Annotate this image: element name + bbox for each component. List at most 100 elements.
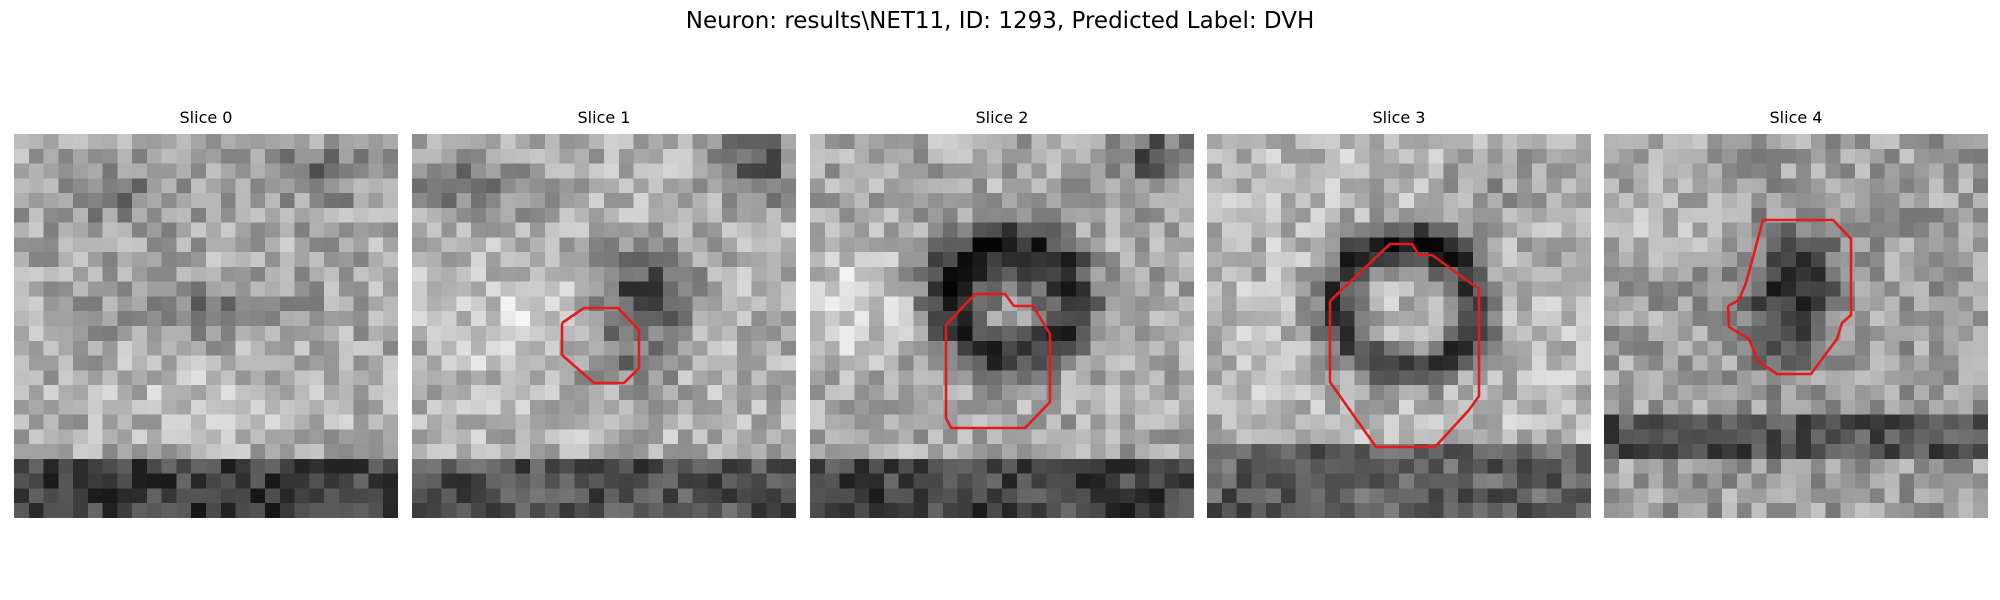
image-pixel <box>235 370 251 386</box>
image-pixel <box>648 355 664 371</box>
image-pixel <box>58 134 74 150</box>
image-pixel <box>1251 148 1267 165</box>
image-pixel <box>766 355 782 371</box>
image-pixel <box>942 488 959 504</box>
image-pixel <box>544 222 561 238</box>
image-pixel <box>1561 134 1577 150</box>
image-pixel <box>1369 163 1385 179</box>
image-pixel <box>736 311 753 327</box>
image-pixel <box>102 414 118 430</box>
image-pixel <box>1677 370 1694 386</box>
image-pixel <box>1517 222 1533 238</box>
image-pixel <box>1855 326 1871 342</box>
image-pixel <box>146 503 163 518</box>
image-pixel <box>1295 399 1311 416</box>
image-pixel <box>1751 281 1768 298</box>
image-pixel <box>220 266 237 283</box>
image-pixel <box>839 473 855 490</box>
image-pixel <box>1973 429 1988 445</box>
image-pixel <box>1928 385 1945 401</box>
image-pixel <box>1075 178 1092 194</box>
image-pixel <box>781 488 796 504</box>
image-pixel <box>161 385 178 401</box>
image-pixel <box>265 237 281 253</box>
image-pixel <box>1399 281 1415 298</box>
image-pixel <box>353 340 370 357</box>
image-pixel <box>766 326 782 342</box>
image-pixel <box>1458 414 1474 430</box>
image-pixel <box>441 252 457 268</box>
image-pixel <box>898 503 914 518</box>
image-pixel <box>1973 178 1988 194</box>
image-pixel <box>1179 429 1194 445</box>
image-pixel <box>883 281 900 298</box>
image-pixel <box>1958 193 1974 209</box>
image-pixel <box>1531 178 1548 194</box>
image-pixel <box>1576 340 1591 357</box>
image-pixel <box>338 473 355 490</box>
image-pixel <box>1751 399 1768 416</box>
image-pixel <box>1295 340 1311 357</box>
image-pixel <box>648 222 664 238</box>
image-pixel <box>1134 488 1151 504</box>
image-pixel <box>1207 222 1223 238</box>
image-pixel <box>176 163 192 179</box>
image-pixel <box>1899 444 1915 460</box>
image-pixel <box>1016 134 1033 150</box>
image-pixel <box>707 311 723 327</box>
image-pixel <box>426 266 443 283</box>
image-pixel <box>1325 311 1341 327</box>
image-pixel <box>426 429 443 445</box>
image-pixel <box>942 266 959 283</box>
image-pixel <box>1031 281 1047 298</box>
image-pixel <box>1134 222 1151 238</box>
image-pixel <box>1958 207 1974 224</box>
image-pixel <box>220 222 237 238</box>
image-pixel <box>1928 311 1945 327</box>
image-pixel <box>648 311 664 327</box>
image-pixel <box>500 355 516 371</box>
image-pixel <box>1943 148 1960 165</box>
image-pixel <box>707 178 723 194</box>
image-pixel <box>1413 266 1430 283</box>
image-pixel <box>1207 414 1223 430</box>
image-pixel <box>1134 370 1151 386</box>
image-pixel <box>1618 355 1635 371</box>
image-pixel <box>1663 503 1679 518</box>
image-pixel <box>1502 148 1518 165</box>
image-pixel <box>1810 503 1827 518</box>
image-pixel <box>1796 370 1812 386</box>
image-pixel <box>1369 266 1385 283</box>
image-pixel <box>839 385 855 401</box>
image-pixel <box>1884 458 1900 475</box>
image-pixel <box>883 311 900 327</box>
image-pixel <box>1796 444 1812 460</box>
image-pixel <box>161 503 178 518</box>
image-pixel <box>1707 385 1723 401</box>
image-pixel <box>854 266 870 283</box>
image-pixel <box>1016 193 1033 209</box>
image-pixel <box>1825 281 1841 298</box>
image-pixel <box>515 148 531 165</box>
image-pixel <box>220 370 237 386</box>
image-pixel <box>1502 458 1518 475</box>
image-pixel <box>471 399 487 416</box>
image-pixel <box>1943 355 1960 371</box>
image-pixel <box>736 237 753 253</box>
image-pixel <box>324 340 340 357</box>
image-pixel <box>1105 385 1121 401</box>
image-pixel <box>1251 458 1267 475</box>
image-pixel <box>1840 444 1856 460</box>
image-pixel <box>441 281 457 298</box>
image-pixel <box>618 385 635 401</box>
image-pixel <box>353 399 370 416</box>
image-pixel <box>1487 281 1503 298</box>
image-pixel <box>1002 414 1018 430</box>
image-pixel <box>235 429 251 445</box>
image-pixel <box>338 414 355 430</box>
image-pixel <box>544 266 561 283</box>
image-pixel <box>1928 237 1945 253</box>
image-pixel <box>58 414 74 430</box>
image-pixel <box>102 252 118 268</box>
image-pixel <box>1546 458 1563 475</box>
